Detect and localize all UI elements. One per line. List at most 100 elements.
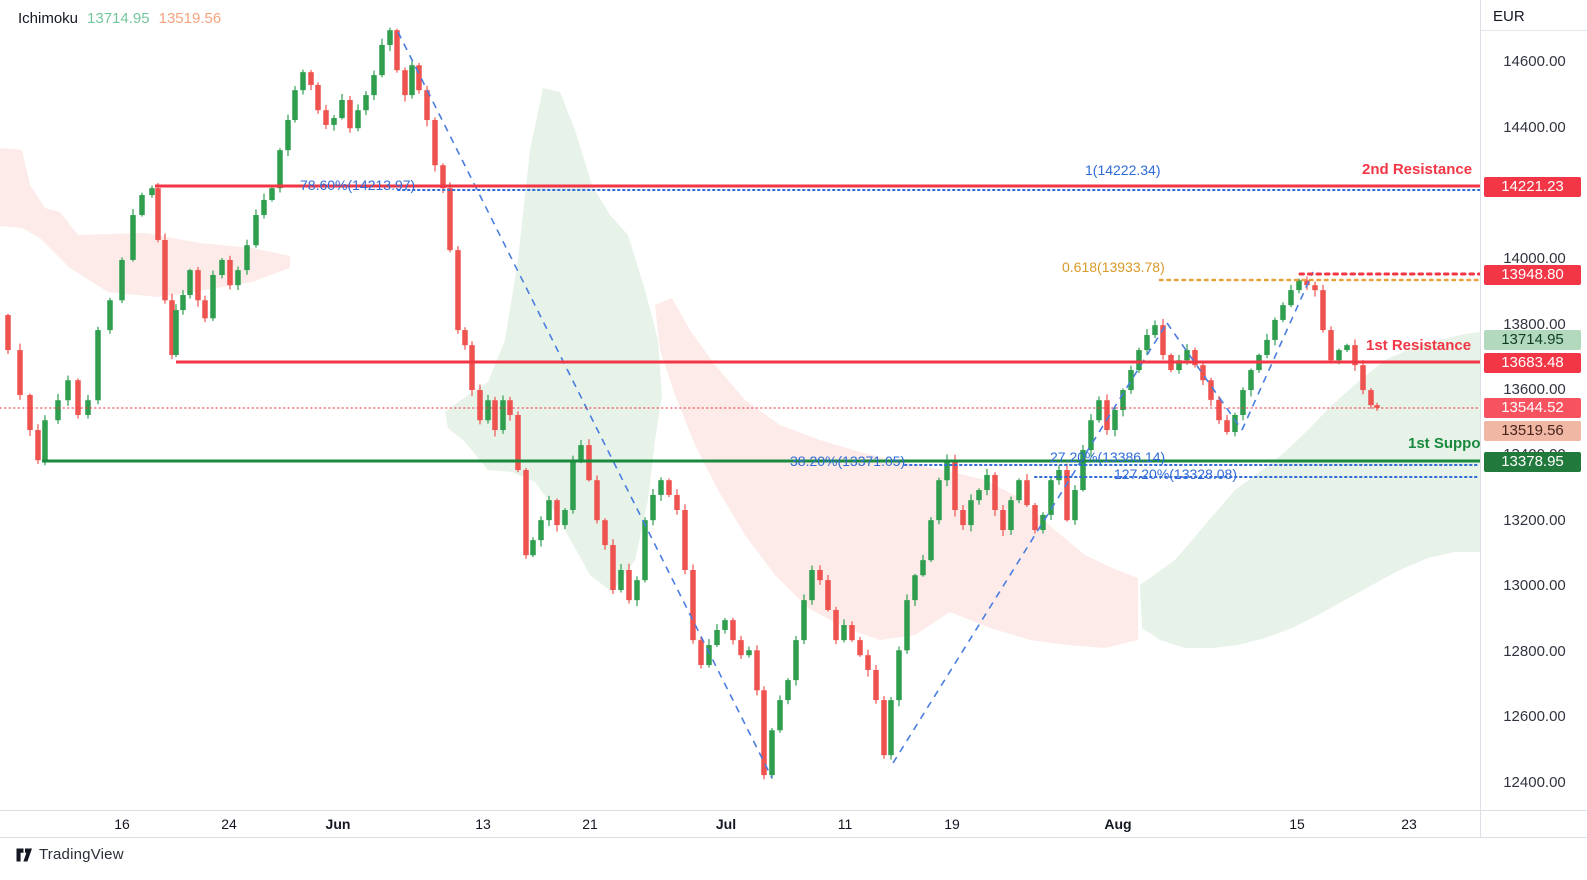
candle-body — [477, 390, 483, 421]
candle-body — [1088, 420, 1094, 451]
candle-body — [195, 270, 201, 301]
candle-body — [180, 295, 186, 311]
fib-ext-leg-1[interactable] — [1166, 322, 1243, 431]
candle-body — [65, 380, 71, 401]
candle-body — [650, 494, 656, 521]
candle-body — [1280, 305, 1286, 320]
candle-body — [960, 510, 966, 526]
candle-body — [210, 275, 216, 319]
time-label-24: 24 — [221, 816, 237, 832]
fib-trendlines[interactable] — [397, 31, 1314, 779]
kumo-bull-right — [1140, 332, 1480, 648]
candle-body — [1016, 480, 1022, 501]
candle-body — [865, 655, 871, 670]
candle-body — [1072, 490, 1078, 521]
candle-body — [952, 460, 958, 511]
tradingview-logo[interactable]: TradingView — [16, 846, 124, 863]
price-tick: 14000.00 — [1503, 250, 1566, 267]
candle-body — [355, 110, 361, 129]
fib-ext-leg-2[interactable] — [1241, 271, 1314, 431]
candle-body — [674, 494, 680, 511]
indicator-title: Ichimoku — [18, 10, 79, 27]
candle-body — [562, 510, 568, 526]
candle-body — [292, 90, 298, 121]
price-tick: 13600.00 — [1503, 381, 1566, 398]
candle-body — [881, 700, 887, 756]
time-label-jun: Jun — [325, 816, 351, 832]
candle-body — [920, 560, 926, 576]
level-lines[interactable] — [0, 184, 1480, 478]
candle-body — [690, 569, 696, 641]
candle-body — [1120, 390, 1126, 411]
candle-body — [162, 239, 168, 301]
candle-body — [409, 65, 415, 96]
candle-body — [817, 569, 823, 581]
time-axis[interactable]: 16 24 Jun 13 21 Jul 11 19 Aug 15 23 — [0, 810, 1480, 838]
candle-body — [300, 72, 306, 91]
candle-body — [523, 470, 529, 556]
span-b-value: 13519.56 — [158, 10, 222, 27]
candle-body — [984, 474, 990, 491]
candle-body — [1096, 400, 1102, 421]
candle-body — [888, 700, 894, 756]
price-label-1st-resistance: 13683.48 — [1484, 353, 1581, 373]
chart-pane[interactable]: 78.60%(14213.97) 1(14222.34) 2nd Resistanc… — [0, 0, 1491, 810]
time-label-19: 19 — [944, 816, 960, 832]
candle-body — [841, 625, 847, 641]
candle-body — [754, 650, 760, 691]
candle-body — [976, 490, 982, 501]
price-tick: 13200.00 — [1503, 512, 1566, 529]
price-tick: 14400.00 — [1503, 119, 1566, 136]
candle-body — [363, 95, 369, 111]
candle-body — [793, 640, 799, 681]
time-label-16: 16 — [114, 816, 130, 832]
candle-body — [1312, 285, 1318, 291]
candle-body — [769, 730, 775, 776]
price-tick: 13800.00 — [1503, 316, 1566, 333]
candle-body — [714, 629, 720, 646]
candle-body — [387, 30, 393, 45]
currency-label: EUR — [1481, 0, 1587, 31]
ichimoku-cloud — [0, 88, 1480, 648]
candle-body — [849, 625, 855, 641]
candle-body — [1024, 480, 1030, 506]
candle-body — [1048, 480, 1054, 515]
price-label-span-a: 13714.95 — [1484, 330, 1581, 350]
candle-body — [912, 575, 918, 601]
fib-trendline-down[interactable] — [397, 31, 773, 779]
candle-body — [235, 270, 241, 286]
price-label-span-b: 13519.56 — [1484, 421, 1581, 441]
candle-body — [1216, 399, 1222, 421]
candle-body — [1192, 350, 1198, 366]
candle-body — [936, 480, 942, 521]
candle-body — [1232, 414, 1238, 433]
time-label-15: 15 — [1289, 816, 1305, 832]
candle-body — [1040, 514, 1046, 531]
axis-corner — [1480, 810, 1587, 838]
price-tick: 12800.00 — [1503, 643, 1566, 660]
candle-body — [801, 600, 807, 641]
candle-body — [339, 100, 345, 119]
candle-body — [642, 520, 648, 581]
candle-body — [227, 259, 233, 286]
candle-body — [492, 400, 498, 431]
ichimoku-legend[interactable]: Ichimoku 13714.95 13519.56 — [18, 10, 221, 27]
candle-body — [904, 600, 910, 651]
candle-body — [35, 430, 41, 461]
candle-body — [1144, 335, 1150, 351]
candle-body — [440, 165, 446, 189]
candle-body — [85, 400, 91, 415]
candle-body — [634, 580, 640, 601]
candle-body — [594, 480, 600, 521]
candle-body — [1224, 420, 1230, 433]
candle-body — [1296, 280, 1302, 291]
candle-body — [666, 480, 672, 495]
candle-body — [1272, 319, 1278, 340]
candle-body — [1112, 410, 1118, 431]
candle-body — [738, 640, 744, 656]
candle-body — [1032, 505, 1038, 531]
candlestick-chart[interactable] — [0, 0, 1480, 810]
fib-trendline-up[interactable] — [892, 322, 1168, 764]
candle-body — [17, 350, 23, 395]
price-axis[interactable]: EUR 14600.0014400.0014200.0014000.001380… — [1480, 0, 1587, 838]
